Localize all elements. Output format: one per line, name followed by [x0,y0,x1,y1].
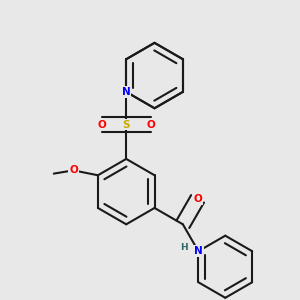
Text: O: O [97,120,106,130]
Text: N: N [122,87,130,97]
Text: S: S [122,120,130,130]
Text: O: O [193,194,202,204]
Text: O: O [69,165,78,176]
Text: O: O [146,120,155,130]
Text: N: N [194,246,203,256]
Text: H: H [180,243,188,252]
